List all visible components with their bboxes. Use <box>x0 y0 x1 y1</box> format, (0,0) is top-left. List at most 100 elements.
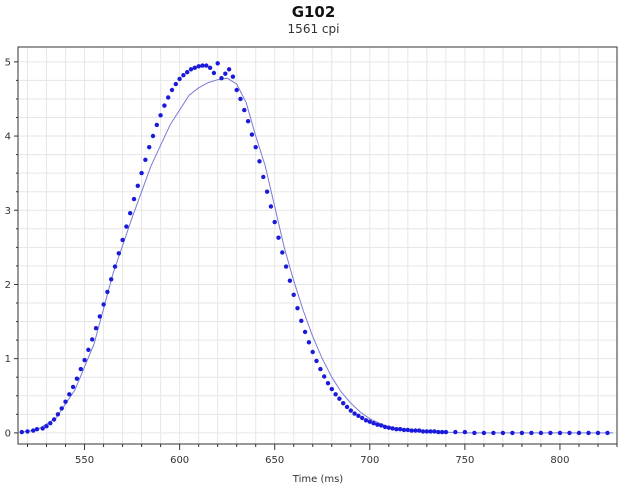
data-point <box>192 65 197 71</box>
data-point <box>352 411 357 416</box>
data-point <box>439 429 445 435</box>
x-tick-label: 800 <box>550 455 569 466</box>
data-point <box>97 314 103 319</box>
data-point <box>40 426 45 431</box>
data-point <box>382 424 388 430</box>
x-tick-label: 750 <box>455 455 474 466</box>
data-point <box>453 429 458 435</box>
data-point <box>291 292 296 297</box>
data-point <box>283 264 289 269</box>
data-point <box>341 401 346 406</box>
data-point <box>82 357 87 363</box>
plot-frame <box>17 46 618 445</box>
data-point <box>78 366 84 372</box>
data-point <box>19 429 24 435</box>
data-point <box>51 417 57 422</box>
data-point <box>34 427 40 432</box>
data-point <box>344 404 350 410</box>
data-point <box>204 63 209 68</box>
data-point <box>314 358 319 364</box>
data-point <box>44 424 49 429</box>
data-point <box>196 64 201 69</box>
data-point <box>500 430 506 436</box>
data-point <box>143 157 148 162</box>
data-point <box>124 224 129 229</box>
data-point <box>348 408 353 413</box>
data-point <box>230 74 236 79</box>
data-point <box>462 429 468 435</box>
data-point <box>276 235 281 240</box>
data-point <box>360 415 365 421</box>
data-point <box>25 429 30 434</box>
data-point <box>128 211 133 216</box>
x-axis-label: Time (ms) <box>292 474 344 485</box>
data-point <box>131 196 137 202</box>
data-point <box>139 170 144 176</box>
data-point <box>363 418 369 423</box>
data-point <box>510 430 515 436</box>
data-point <box>375 422 380 427</box>
data-point <box>299 318 304 323</box>
data-point <box>207 65 213 71</box>
data-point <box>147 145 152 150</box>
data-point <box>436 429 441 435</box>
data-point <box>185 70 190 75</box>
data-point <box>257 159 262 164</box>
data-point <box>135 183 140 188</box>
data-point <box>538 430 544 436</box>
y-tick-label: 1 <box>5 354 11 365</box>
data-point <box>586 430 591 436</box>
data-point <box>261 174 266 180</box>
data-point <box>31 428 36 433</box>
data-point <box>576 430 582 436</box>
data-point <box>211 70 217 76</box>
data-point <box>70 384 76 390</box>
series-layer <box>19 61 614 436</box>
data-point <box>166 95 171 100</box>
data-point <box>390 426 395 431</box>
data-point <box>169 87 175 93</box>
data-point <box>90 337 95 342</box>
data-point <box>177 76 182 82</box>
data-point <box>181 73 186 78</box>
grid-lines <box>18 47 618 444</box>
data-point <box>219 76 224 81</box>
data-point <box>367 419 372 424</box>
data-point <box>86 347 91 352</box>
data-point <box>295 306 300 311</box>
data-point <box>557 430 563 436</box>
data-point <box>280 250 285 255</box>
data-point <box>188 67 194 72</box>
data-point <box>67 392 72 397</box>
data-point <box>472 430 477 436</box>
data-point <box>109 277 114 282</box>
data-point <box>519 430 525 436</box>
data-point <box>253 145 258 150</box>
data-point <box>154 122 159 128</box>
data-point <box>401 427 407 433</box>
data-point <box>529 430 534 436</box>
data-point <box>158 113 163 118</box>
data-point <box>264 189 270 194</box>
x-tick-label: 650 <box>265 455 284 466</box>
data-point <box>223 71 228 76</box>
data-point <box>325 381 331 386</box>
chart-subtitle: 1561 cpi <box>287 22 340 36</box>
data-point <box>356 413 361 418</box>
data-point <box>329 386 334 392</box>
data-point <box>302 329 308 335</box>
y-tick-label: 2 <box>5 280 11 291</box>
data-point <box>226 67 232 72</box>
axes: 550 600 650 700 750 800 0 1 2 3 4 5 <box>5 46 618 466</box>
data-point <box>249 132 255 137</box>
data-point <box>93 326 99 331</box>
data-point <box>428 429 433 434</box>
data-point <box>112 264 118 269</box>
x-tick-label: 550 <box>75 455 94 466</box>
data-point <box>481 430 487 436</box>
data-point <box>394 427 399 432</box>
data-point <box>409 428 414 433</box>
data-point <box>417 428 422 433</box>
data-point <box>333 392 338 397</box>
